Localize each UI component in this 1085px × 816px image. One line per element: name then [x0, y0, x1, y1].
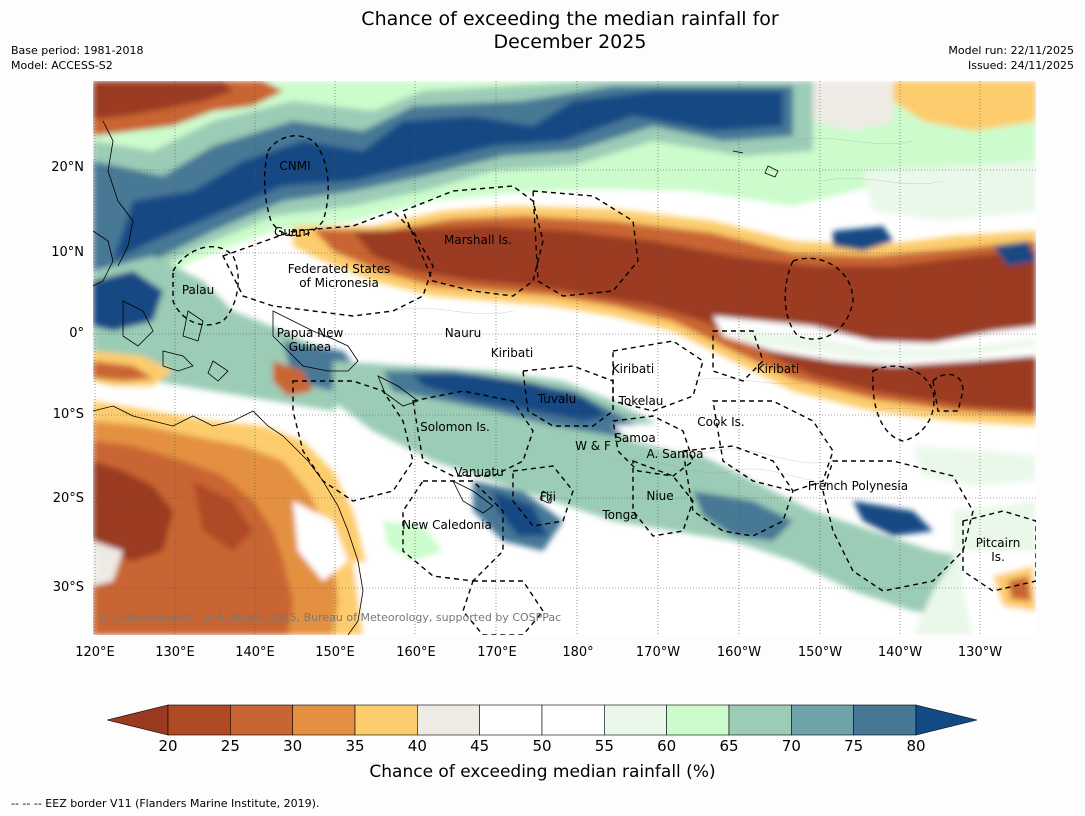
lon-label-140e: 140°E: [235, 645, 275, 660]
colorbar: [106, 704, 979, 740]
colorbar-cell-30_35: [292, 704, 356, 736]
lon-label-150e: 150°E: [315, 645, 355, 660]
colorbar-tick-50: 50: [532, 737, 552, 755]
label-png-line1: Papua New: [277, 326, 344, 340]
eez-footnote: -- -- -- EEZ border V11 (Flanders Marine…: [11, 797, 320, 810]
colorbar-arrow-high: [915, 704, 978, 736]
lon-label-130w: 130°W: [957, 645, 1003, 660]
lat-label-30s: 30°S: [52, 580, 84, 595]
lon-label-180: 180°: [562, 645, 594, 660]
map-title: Chance of exceeding the median rainfall …: [0, 8, 1085, 54]
colorbar-cell-25_30: [230, 704, 293, 736]
base-period: Base period: 1981-2018: [11, 44, 144, 57]
label-tuvalu: Tuvalu: [537, 392, 577, 406]
colorbar-cell-60_65: [666, 704, 730, 736]
colorbar-cell-45_50: [479, 704, 543, 736]
colorbar-arrow-low: [106, 704, 169, 736]
label-tokelau: Tokelau: [618, 394, 664, 408]
lon-label-150w: 150°W: [797, 645, 843, 660]
colorbar-tick-60: 60: [657, 737, 677, 755]
label-pitcairn-line1: Pitcairn: [976, 536, 1021, 550]
label-guam: Guam: [274, 225, 310, 239]
label-french-polynesia: French Polynesia: [808, 479, 908, 493]
label-png-line2: Guinea: [289, 340, 332, 354]
lat-label-equator: 0°: [69, 326, 84, 341]
issued-date: Issued: 24/11/2025: [967, 59, 1074, 72]
label-palau: Palau: [182, 283, 214, 297]
forecast-map: CNMI Guam Marshall Is. Federated States …: [93, 81, 1036, 635]
eez-borders: [172, 135, 1036, 635]
colorbar-tick-45: 45: [470, 737, 490, 755]
colorbar-cells: [167, 704, 917, 736]
colorbar-tick-55: 55: [594, 737, 614, 755]
model-run: Model run: 22/11/2025: [948, 44, 1074, 57]
label-pitcairn-line2: Is.: [991, 550, 1005, 564]
colorbar-tick-80: 80: [906, 737, 926, 755]
label-tonga: Tonga: [601, 508, 637, 522]
label-samoa: Samoa: [614, 431, 655, 445]
colorbar-tick-65: 65: [719, 737, 739, 755]
title-line-1: Chance of exceeding the median rainfall …: [361, 8, 779, 30]
colorbar-svg: [106, 704, 978, 736]
colorbar-cell-20_25: [167, 704, 231, 736]
label-nauru: Nauru: [445, 326, 481, 340]
label-cnmi: CNMI: [279, 159, 310, 173]
colorbar-tick-70: 70: [781, 737, 801, 755]
title-line-2: December 2025: [493, 31, 647, 53]
lon-label-170w: 170°W: [635, 645, 681, 660]
colorbar-tick-30: 30: [283, 737, 303, 755]
colorbar-cell-65_70: [728, 704, 792, 736]
rainfall-probability-field: [93, 81, 1036, 635]
lat-label-20n: 20°N: [51, 160, 84, 175]
label-niue: Niue: [646, 489, 673, 503]
lon-label-160e: 160°E: [396, 645, 436, 660]
model-name: Model: ACCESS-S2: [11, 59, 113, 72]
label-wallis-futuna: W & F: [575, 439, 611, 453]
label-kiribati-central: Kiribati: [612, 362, 654, 376]
label-vanuatu: Vanuatu: [454, 465, 504, 479]
graticule: [93, 81, 1036, 635]
meta-left: Base period: 1981-2018 Model: ACCESS-S2: [11, 43, 143, 73]
label-solomon-islands: Solomon Is.: [420, 420, 490, 434]
label-kiribati-west: Kiribati: [491, 346, 533, 360]
lon-label-160w: 160°W: [716, 645, 762, 660]
colorbar-label: Chance of exceeding median rainfall (%): [369, 762, 716, 782]
coastlines: [93, 120, 779, 635]
lon-label-140w: 140°W: [877, 645, 923, 660]
lon-label-120e: 120°E: [75, 645, 115, 660]
colorbar-tick-20: 20: [158, 737, 178, 755]
lon-label-130e: 130°E: [155, 645, 195, 660]
colorbar-tick-35: 35: [345, 737, 365, 755]
meta-right: Model run: 22/11/2025 Issued: 24/11/2025: [948, 43, 1074, 73]
label-marshall-islands: Marshall Is.: [444, 233, 512, 247]
label-fsm-line1: Federated States: [288, 262, 390, 276]
label-fiji: Fiji: [540, 490, 556, 504]
colorbar-cell-40_45: [417, 704, 480, 736]
label-new-caledonia: New Caledonia: [402, 518, 492, 532]
region-labels: CNMI Guam Marshall Is. Federated States …: [182, 159, 1020, 564]
map-panel: CNMI Guam Marshall Is. Federated States …: [93, 81, 1036, 635]
colorbar-tick-75: 75: [844, 737, 864, 755]
contour-lines: [392, 137, 994, 484]
colorbar-cell-75_80: [853, 704, 917, 736]
lat-label-20s: 20°S: [52, 491, 84, 506]
colorbar-cell-35_40: [354, 704, 418, 736]
label-fsm-line2: of Micronesia: [299, 276, 379, 290]
label-kiribati-east: Kiribati: [757, 362, 799, 376]
colorbar-cell-50_55: [541, 704, 605, 736]
lat-label-10n: 10°N: [51, 245, 84, 260]
lat-label-10s: 10°S: [52, 407, 84, 422]
colorbar-tick-25: 25: [220, 737, 240, 755]
lon-label-170e: 170°E: [477, 645, 517, 660]
colorbar-cell-55_60: [604, 704, 667, 736]
colorbar-tick-40: 40: [407, 737, 427, 755]
label-cook-islands: Cook Is.: [697, 415, 744, 429]
colorbar-cell-70_75: [791, 704, 854, 736]
label-american-samoa: A. Samoa: [647, 447, 704, 461]
copyright-notice: © Commonwealth of Australia 2025, Bureau…: [98, 611, 561, 624]
